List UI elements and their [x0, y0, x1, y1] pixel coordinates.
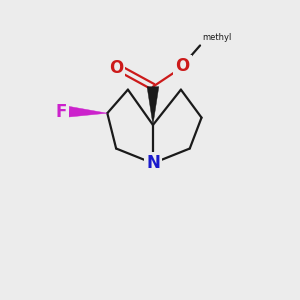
- Polygon shape: [147, 87, 159, 125]
- Polygon shape: [69, 106, 107, 117]
- Text: O: O: [175, 57, 190, 75]
- Text: O: O: [109, 58, 123, 76]
- Text: F: F: [56, 103, 68, 121]
- Text: methyl: methyl: [202, 33, 232, 42]
- Text: N: N: [146, 154, 160, 172]
